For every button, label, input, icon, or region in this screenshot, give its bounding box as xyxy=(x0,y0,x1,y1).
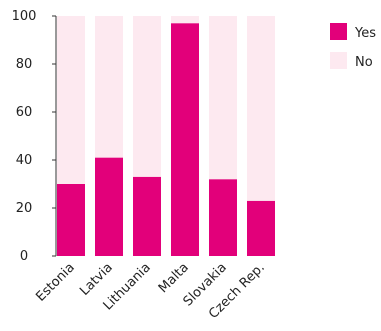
bar-no-malta xyxy=(171,16,199,24)
bar-no-slovakia xyxy=(209,16,237,180)
legend-label-yes: Yes xyxy=(354,26,376,41)
y-tick-label-60: 60 xyxy=(16,105,33,120)
x-tick-label-malta: Malta xyxy=(156,260,192,296)
legend: Yes No xyxy=(330,23,376,70)
bar-yes-lithuania xyxy=(133,176,161,256)
y-ticks: 0 20 40 60 80 100 xyxy=(12,9,56,264)
bar-yes-czech-rep xyxy=(247,200,275,256)
legend-swatch-yes xyxy=(330,23,347,40)
bar-no-estonia xyxy=(57,16,85,184)
bar-yes-malta xyxy=(171,23,199,257)
y-tick-label-0: 0 xyxy=(20,249,28,264)
bar-no-lithuania xyxy=(133,16,161,177)
bar-yes-estonia xyxy=(57,184,85,256)
legend-swatch-no xyxy=(330,52,347,69)
x-tick-label-estonia: Estonia xyxy=(33,260,77,304)
y-tick-label-20: 20 xyxy=(16,201,33,216)
y-tick-label-40: 40 xyxy=(16,153,33,168)
bars xyxy=(57,16,275,257)
bar-no-latvia xyxy=(95,16,123,158)
y-tick-label-80: 80 xyxy=(16,57,33,72)
y-tick-label-100: 100 xyxy=(12,9,37,24)
bar-no-czech-rep xyxy=(247,16,275,201)
bar-yes-latvia xyxy=(95,157,123,256)
legend-label-no: No xyxy=(355,55,373,70)
bar-yes-slovakia xyxy=(209,179,237,256)
